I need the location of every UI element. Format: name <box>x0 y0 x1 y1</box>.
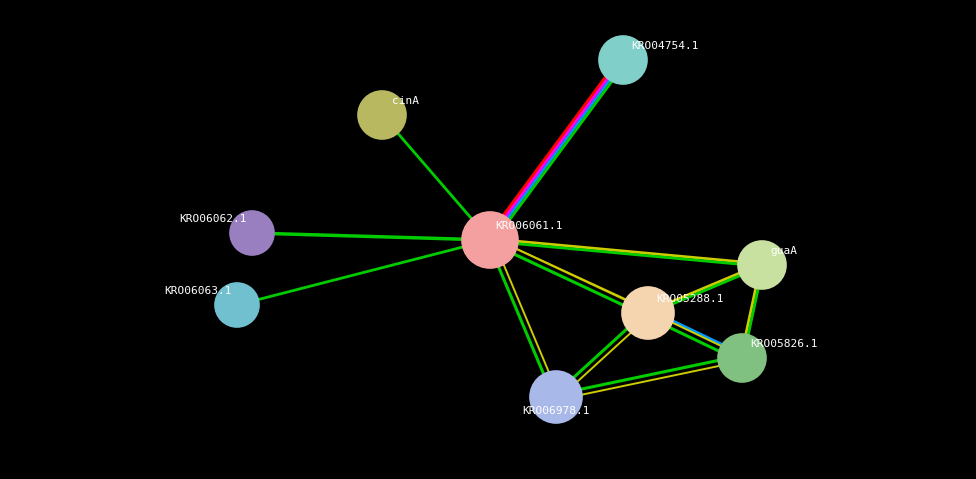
Circle shape <box>230 211 274 255</box>
Circle shape <box>622 287 674 339</box>
Text: KRO06061.1: KRO06061.1 <box>495 221 562 231</box>
Text: KRO06978.1: KRO06978.1 <box>522 406 590 416</box>
Text: guaA: guaA <box>770 246 797 256</box>
Text: cinA: cinA <box>392 96 419 106</box>
Circle shape <box>718 334 766 382</box>
Text: KRO04754.1: KRO04754.1 <box>631 41 699 51</box>
Text: KRO05826.1: KRO05826.1 <box>750 339 818 349</box>
Circle shape <box>358 91 406 139</box>
Text: KRO06063.1: KRO06063.1 <box>165 286 232 296</box>
Circle shape <box>462 212 518 268</box>
Circle shape <box>738 241 786 289</box>
Circle shape <box>530 371 582 423</box>
Text: KRO05288.1: KRO05288.1 <box>656 294 723 304</box>
Circle shape <box>599 36 647 84</box>
Text: KRO06062.1: KRO06062.1 <box>180 214 247 224</box>
Circle shape <box>215 283 259 327</box>
